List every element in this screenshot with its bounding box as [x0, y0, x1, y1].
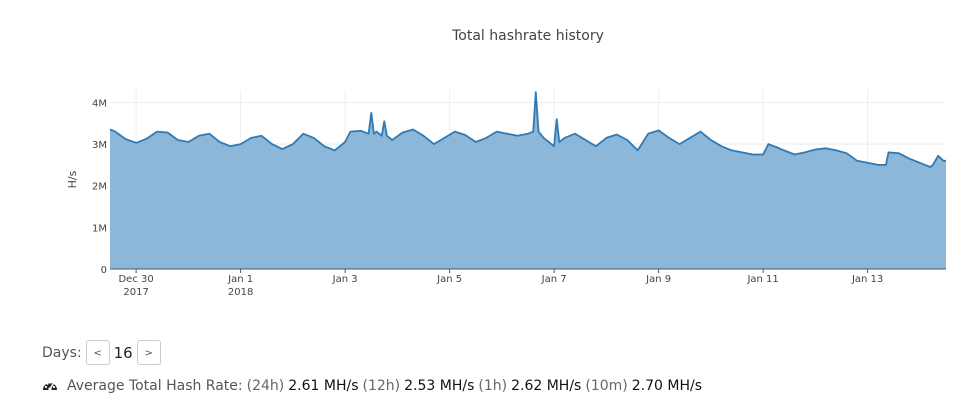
hashrate-value-12h: 2.53 MH/s	[404, 378, 475, 394]
days-next-button[interactable]: >	[136, 340, 161, 365]
days-prev-button[interactable]: <	[85, 340, 110, 365]
chart-title: Total hashrate history	[451, 28, 604, 44]
y-tick-label: 2M	[92, 182, 107, 193]
x-tick-label: Jan 13	[851, 274, 883, 285]
x-tick-label: Jan 5	[436, 274, 462, 285]
x-tick-label: Jan 3	[332, 274, 358, 285]
hashrate-value-1h: 2.62 MH/s	[511, 378, 582, 394]
y-tick-label: 1M	[92, 223, 107, 234]
hashrate-value-10m: 2.70 MH/s	[631, 378, 702, 394]
y-tick-label: 3M	[92, 140, 107, 151]
days-label: Days:	[42, 344, 82, 361]
y-tick-label: 4M	[92, 98, 107, 109]
hashrate-value-24h: 2.61 MH/s	[288, 378, 359, 394]
x-tick-label: Jan 1	[227, 274, 253, 285]
hashrate-period-1h: (1h)	[478, 378, 508, 394]
hashrate-series-line	[109, 91, 946, 168]
hashrate-area-fill	[110, 92, 946, 269]
hashrate-period-10m: (10m)	[585, 378, 628, 394]
dashboard-gauge-icon	[42, 378, 58, 394]
hashrate-period-24h: (24h)	[246, 378, 285, 394]
x-tick-label: Dec 30	[118, 274, 153, 285]
hashrate-chart: 0 1M 2M 3M 4M Dec 30 2017 Jan 1 2018 Jan 3 Jan 5 J…	[66, 28, 946, 298]
hashrate-label: Average Total Hash Rate:	[67, 378, 243, 394]
x-tick-label: Jan 9	[645, 274, 671, 285]
y-axis-label: H/s	[66, 170, 79, 188]
x-tick-sublabel: 2018	[228, 287, 253, 298]
hashrate-chart-svg: 0 1M 2M 3M 4M Dec 30 2017 Jan 1 2018 Jan 3 Jan 5 J…	[66, 28, 946, 298]
x-tick-sublabel: 2017	[123, 287, 148, 298]
average-hashrate-row: Average Total Hash Rate: (24h) 2.61 MH/s…	[42, 376, 706, 396]
days-control: Days: < 16 >	[42, 339, 161, 366]
x-tick-label: Jan 11	[746, 274, 778, 285]
x-tick-label: Jan 7	[541, 274, 567, 285]
y-tick-label: 0	[101, 265, 107, 276]
hashrate-period-12h: (12h)	[362, 378, 401, 394]
days-value: 16	[113, 343, 133, 362]
